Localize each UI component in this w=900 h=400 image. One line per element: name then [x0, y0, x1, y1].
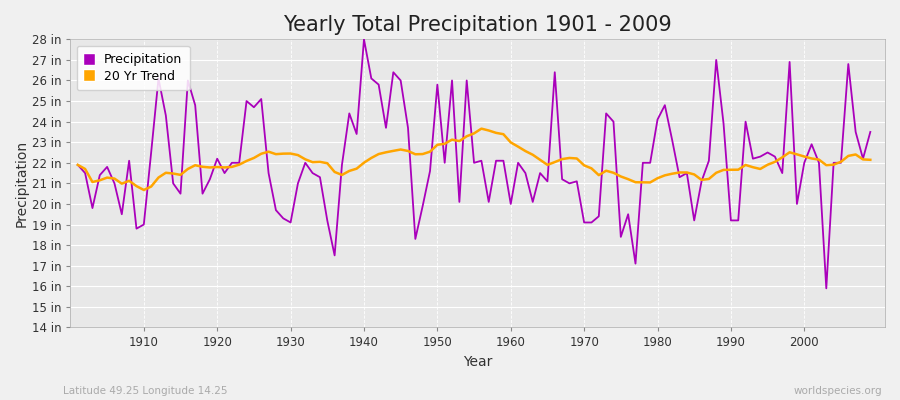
20 Yr Trend — [520, 149, 531, 154]
Precipitation — [358, 37, 369, 42]
Line: Precipitation: Precipitation — [77, 39, 870, 288]
Precipitation — [865, 130, 876, 134]
Precipitation — [600, 111, 611, 116]
20 Yr Trend — [608, 170, 619, 175]
Precipitation — [131, 226, 142, 231]
Text: Latitude 49.25 Longitude 14.25: Latitude 49.25 Longitude 14.25 — [63, 386, 228, 396]
20 Yr Trend — [300, 157, 310, 162]
Legend: Precipitation, 20 Yr Trend: Precipitation, 20 Yr Trend — [76, 46, 190, 90]
X-axis label: Year: Year — [463, 355, 492, 369]
20 Yr Trend — [139, 188, 149, 192]
Precipitation — [821, 286, 832, 291]
20 Yr Trend — [865, 158, 876, 162]
20 Yr Trend — [72, 162, 83, 167]
Line: 20 Yr Trend: 20 Yr Trend — [77, 129, 870, 190]
Title: Yearly Total Precipitation 1901 - 2009: Yearly Total Precipitation 1901 - 2009 — [284, 15, 672, 35]
Precipitation — [337, 162, 347, 167]
Precipitation — [292, 181, 303, 186]
20 Yr Trend — [344, 168, 355, 173]
Text: worldspecies.org: worldspecies.org — [794, 386, 882, 396]
Y-axis label: Precipitation: Precipitation — [15, 140, 29, 227]
20 Yr Trend — [131, 184, 142, 188]
20 Yr Trend — [513, 144, 524, 149]
Precipitation — [513, 160, 524, 165]
Precipitation — [505, 202, 516, 206]
20 Yr Trend — [476, 126, 487, 131]
Precipitation — [72, 162, 83, 167]
